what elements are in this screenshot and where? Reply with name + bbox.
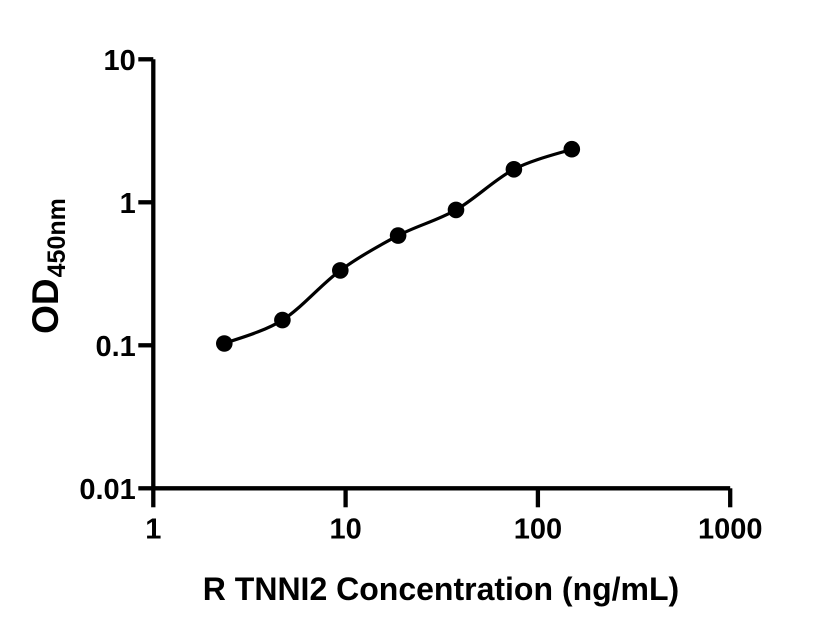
y-axis-title-subscript: 450nm [43, 198, 71, 277]
axis-spines [151, 59, 731, 491]
axes-layer [138, 57, 733, 508]
plot-layer [216, 140, 581, 352]
x-axis-title: R TNNI2 Concentration (ng/mL) [203, 571, 679, 607]
data-point-marker [216, 335, 233, 352]
data-point-marker [332, 262, 349, 279]
x-tick-label: 100 [514, 513, 562, 545]
data-point-marker [274, 311, 291, 329]
data-point-marker [563, 140, 581, 158]
y-axis-title-main: OD [25, 278, 66, 334]
data-point-marker [389, 227, 407, 244]
y-tick-label: 0.1 [95, 331, 135, 363]
y-tick-label: 0.01 [79, 474, 135, 506]
x-tick-label: 1000 [698, 513, 763, 545]
data-point-marker [505, 161, 523, 178]
data-point-marker [447, 201, 465, 219]
y-axis-title: OD450nm [25, 198, 71, 334]
tick-label-layer: 10 1 0.1 0.01 1 10 100 1000 [79, 45, 763, 545]
y-tick-label: 10 [104, 45, 136, 77]
y-tick-label: 1 [120, 188, 136, 220]
x-tick-label: 10 [329, 513, 361, 545]
x-tick-label: 1 [145, 513, 161, 545]
